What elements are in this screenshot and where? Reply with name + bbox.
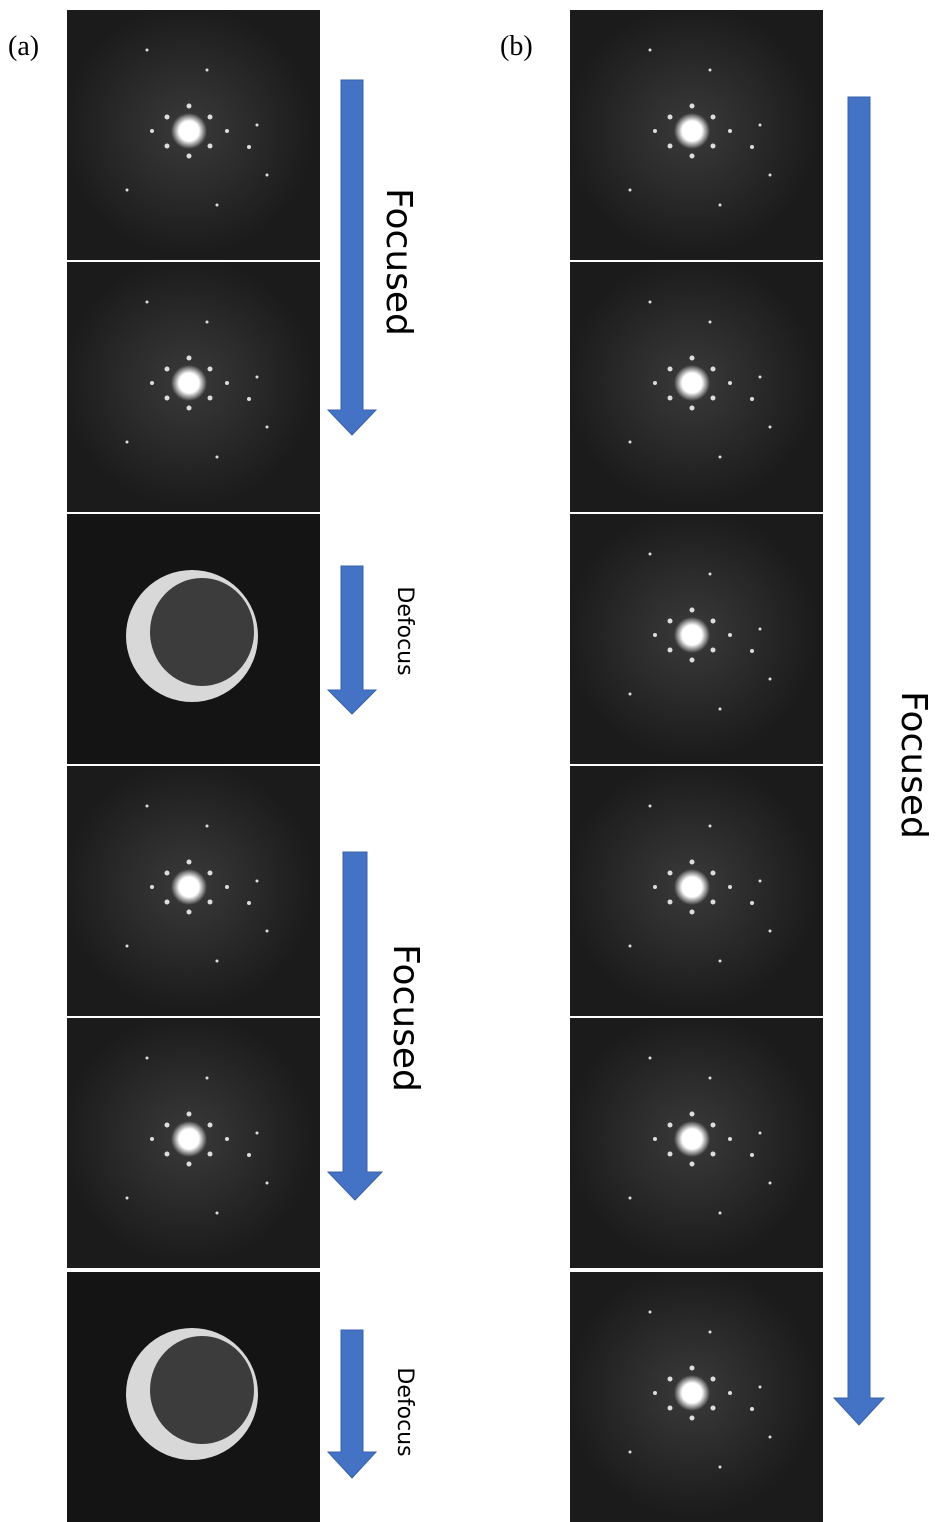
arrow bbox=[328, 1330, 376, 1478]
arrow-label: Defocus bbox=[392, 586, 417, 675]
arrow-label: Focused bbox=[893, 691, 934, 839]
arrow bbox=[328, 852, 382, 1200]
page: (a) (b) Focused Defocus Focused Defocus … bbox=[0, 0, 936, 1522]
arrow bbox=[328, 80, 376, 435]
arrow-label: Focused bbox=[378, 188, 419, 336]
arrow bbox=[834, 97, 884, 1425]
panel-label: (b) bbox=[500, 31, 533, 62]
arrow bbox=[328, 566, 376, 714]
panel-b-images bbox=[570, 10, 823, 1522]
figure: (a) (b) Focused Defocus Focused Defocus … bbox=[0, 0, 936, 1522]
panel-label: (a) bbox=[8, 31, 39, 62]
panel-a-images bbox=[67, 10, 320, 1522]
arrow-label: Focused bbox=[385, 944, 426, 1092]
arrow-label: Defocus bbox=[392, 1367, 417, 1456]
